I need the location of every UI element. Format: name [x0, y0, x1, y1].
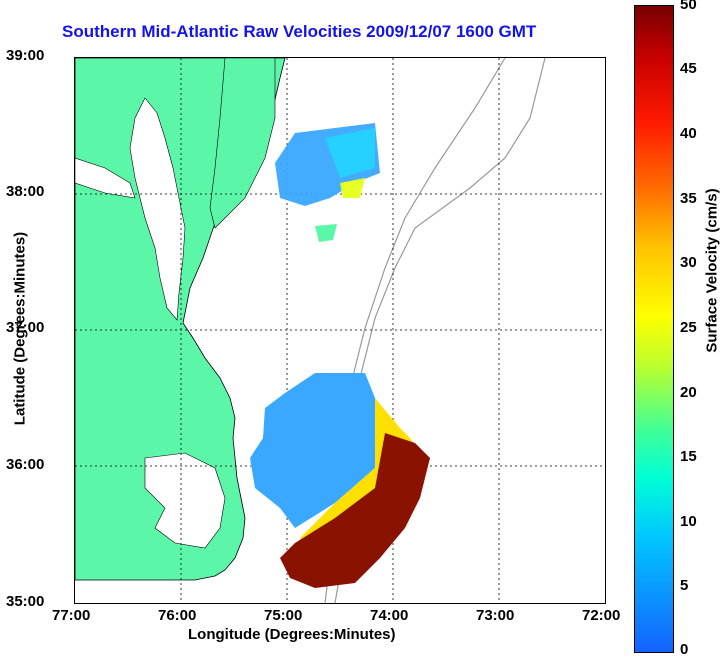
x-tick-label: 73:00	[476, 607, 515, 624]
x-tick-label: 74:00	[370, 607, 409, 624]
bay-inlet	[75, 157, 136, 199]
y-tick-label: 36:00	[6, 456, 45, 473]
colorbar-tick: 30	[680, 254, 697, 271]
colorbar-tick: 15	[680, 448, 697, 465]
colorbar-tick: 40	[680, 125, 697, 142]
y-axis-label: Latitude (Degrees:Minutes)	[11, 231, 29, 426]
y-tick-label: 35:00	[6, 593, 45, 610]
y-tick-label: 37:00	[6, 319, 45, 336]
colorbar-tick: 50	[680, 0, 697, 13]
colorbar-tick: 10	[680, 513, 697, 530]
colorbar	[634, 5, 674, 653]
map-plot-area	[74, 57, 606, 604]
map-canvas	[75, 58, 605, 603]
colorbar-label: Surface Velocity (cm/s)	[703, 188, 721, 353]
colorbar-tick: 25	[680, 319, 697, 336]
x-axis-label: Longitude (Degrees:Minutes)	[188, 626, 396, 643]
x-tick-label: 76:00	[158, 607, 197, 624]
colorbar-tick: 35	[680, 190, 697, 207]
colorbar-tick: 45	[680, 60, 697, 77]
velocity-field-south	[250, 373, 430, 588]
pamlico-sound	[144, 452, 226, 549]
x-tick-label: 72:00	[582, 607, 621, 624]
velocity-field-north	[275, 123, 380, 242]
x-tick-label: 77:00	[52, 607, 91, 624]
y-tick-label: 38:00	[6, 183, 45, 200]
y-tick-label: 39:00	[6, 47, 45, 64]
x-tick-label: 75:00	[264, 607, 303, 624]
chart-title: Southern Mid-Atlantic Raw Velocities 200…	[62, 22, 537, 41]
colorbar-tick: 20	[680, 384, 697, 401]
colorbar-tick: 0	[680, 641, 689, 658]
colorbar-tick: 5	[680, 577, 689, 594]
chesapeake-bay	[129, 97, 186, 321]
delmarva-peninsula	[209, 58, 276, 229]
